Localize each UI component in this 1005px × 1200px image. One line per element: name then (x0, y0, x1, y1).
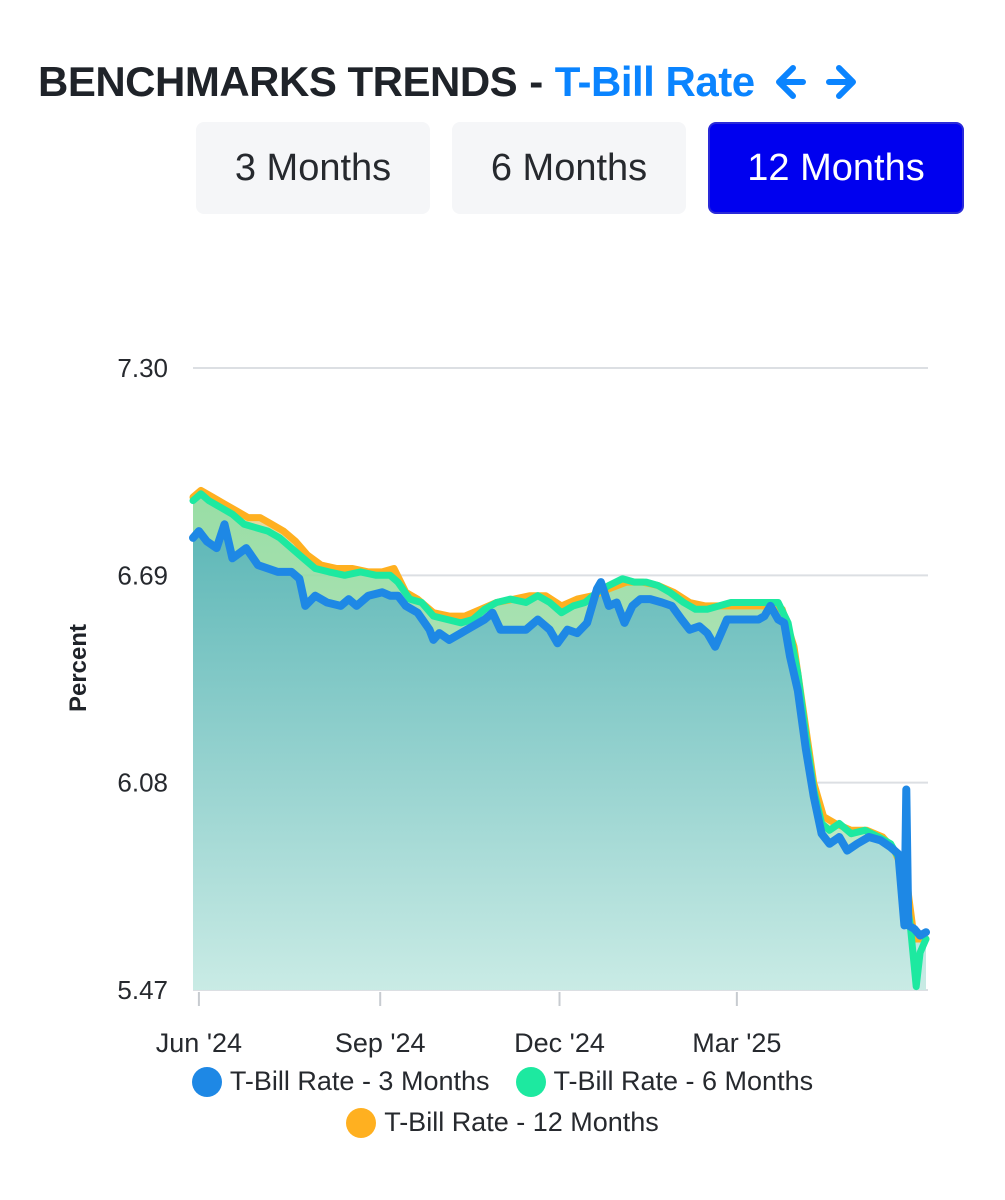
title-separator: - (529, 58, 543, 105)
legend-item-12-months[interactable]: T-Bill Rate - 12 Months (346, 1107, 659, 1138)
line-6-months (189, 490, 930, 991)
legend-item-6-months[interactable]: T-Bill Rate - 6 Months (515, 1066, 814, 1097)
y-tick-label: 5.47 (117, 975, 168, 1005)
x-tick-label: Sep '24 (335, 1028, 426, 1058)
x-tick-label: Mar '25 (692, 1028, 781, 1058)
line-3-months (189, 520, 930, 940)
legend-dot-3-months (191, 1066, 222, 1097)
legend-label-12-months: T-Bill Rate - 12 Months (384, 1107, 659, 1137)
x-tick-label: Dec '24 (514, 1028, 605, 1058)
tab-6-months[interactable]: 6 Months (452, 122, 686, 214)
tab-12-months[interactable]: 12 Months (708, 122, 964, 214)
t-bill-rate-chart: 7.30 6.69 6.08 5.47 Jun '24 Sep '24 Dec '24 Mar… (65, 353, 930, 1058)
area-3-months (193, 524, 926, 990)
page-title: BENCHMARKS TRENDS (38, 58, 518, 105)
tab-3-months[interactable]: 3 Months (196, 122, 430, 214)
axes: 7.30 6.69 6.08 5.47 Jun '24 Sep '24 Dec '24 Mar… (117, 353, 781, 1058)
legend-dot-6-months (515, 1066, 546, 1097)
arrow-left-icon[interactable] (769, 62, 809, 102)
y-tick-label: 6.08 (117, 768, 168, 798)
legend-label-3-months: T-Bill Rate - 3 Months (229, 1066, 490, 1096)
benchmark-subtitle[interactable]: T-Bill Rate (554, 58, 755, 105)
legend-dot-12-months (346, 1107, 377, 1138)
y-tick-label: 7.30 (117, 353, 168, 383)
legend-label-6-months: T-Bill Rate - 6 Months (553, 1066, 814, 1096)
y-axis-label: Percent (65, 624, 92, 712)
y-tick-label: 6.69 (117, 560, 168, 590)
chart-legend: T-Bill Rate - 3 Months T-Bill Rate - 6 M… (0, 1066, 1005, 1148)
series-areas (193, 490, 926, 990)
arrow-right-icon[interactable] (823, 62, 863, 102)
legend-item-3-months[interactable]: T-Bill Rate - 3 Months (191, 1066, 490, 1097)
x-tick-label: Jun '24 (156, 1028, 242, 1058)
period-tabs: 3 Months 6 Months 12 Months (196, 122, 964, 214)
chart-header: BENCHMARKS TRENDS - T-Bill Rate (38, 58, 863, 106)
series-lines (189, 486, 930, 991)
